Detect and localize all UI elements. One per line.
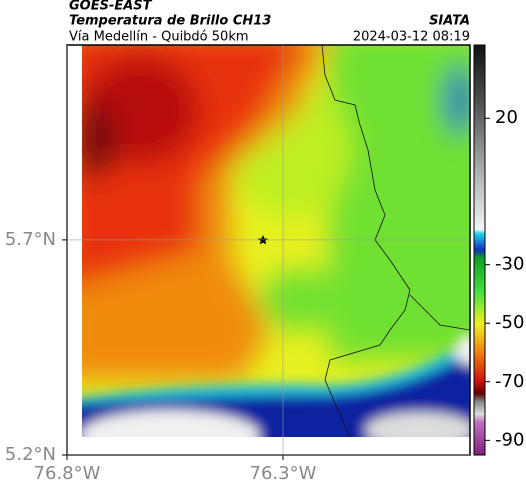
subtitle: Temperatura de Brillo CH13 <box>69 14 271 29</box>
x-tick-label: 76.8°W <box>34 463 101 484</box>
colorbar-tick-label: 20 <box>495 107 518 128</box>
temperature-raster <box>82 45 470 437</box>
colorbar-tick-label: -70 <box>495 371 524 392</box>
colorbar-tick-label: -90 <box>495 429 524 450</box>
title: GOES-EAST <box>69 0 153 14</box>
route: Vía Medellín - Quibdó 50km <box>69 30 249 45</box>
x-tick-label: 76.3°W <box>250 463 317 484</box>
colorbar <box>473 44 486 456</box>
colorbar-tick-label: -30 <box>495 254 524 275</box>
timestamp: 2024-03-12 08:19 <box>353 30 470 45</box>
y-tick-label: 5.7°N <box>5 229 56 250</box>
y-tick-label: 5.2°N <box>5 444 56 465</box>
colorbar-tick-label: -50 <box>495 312 524 333</box>
source: SIATA <box>429 14 470 29</box>
